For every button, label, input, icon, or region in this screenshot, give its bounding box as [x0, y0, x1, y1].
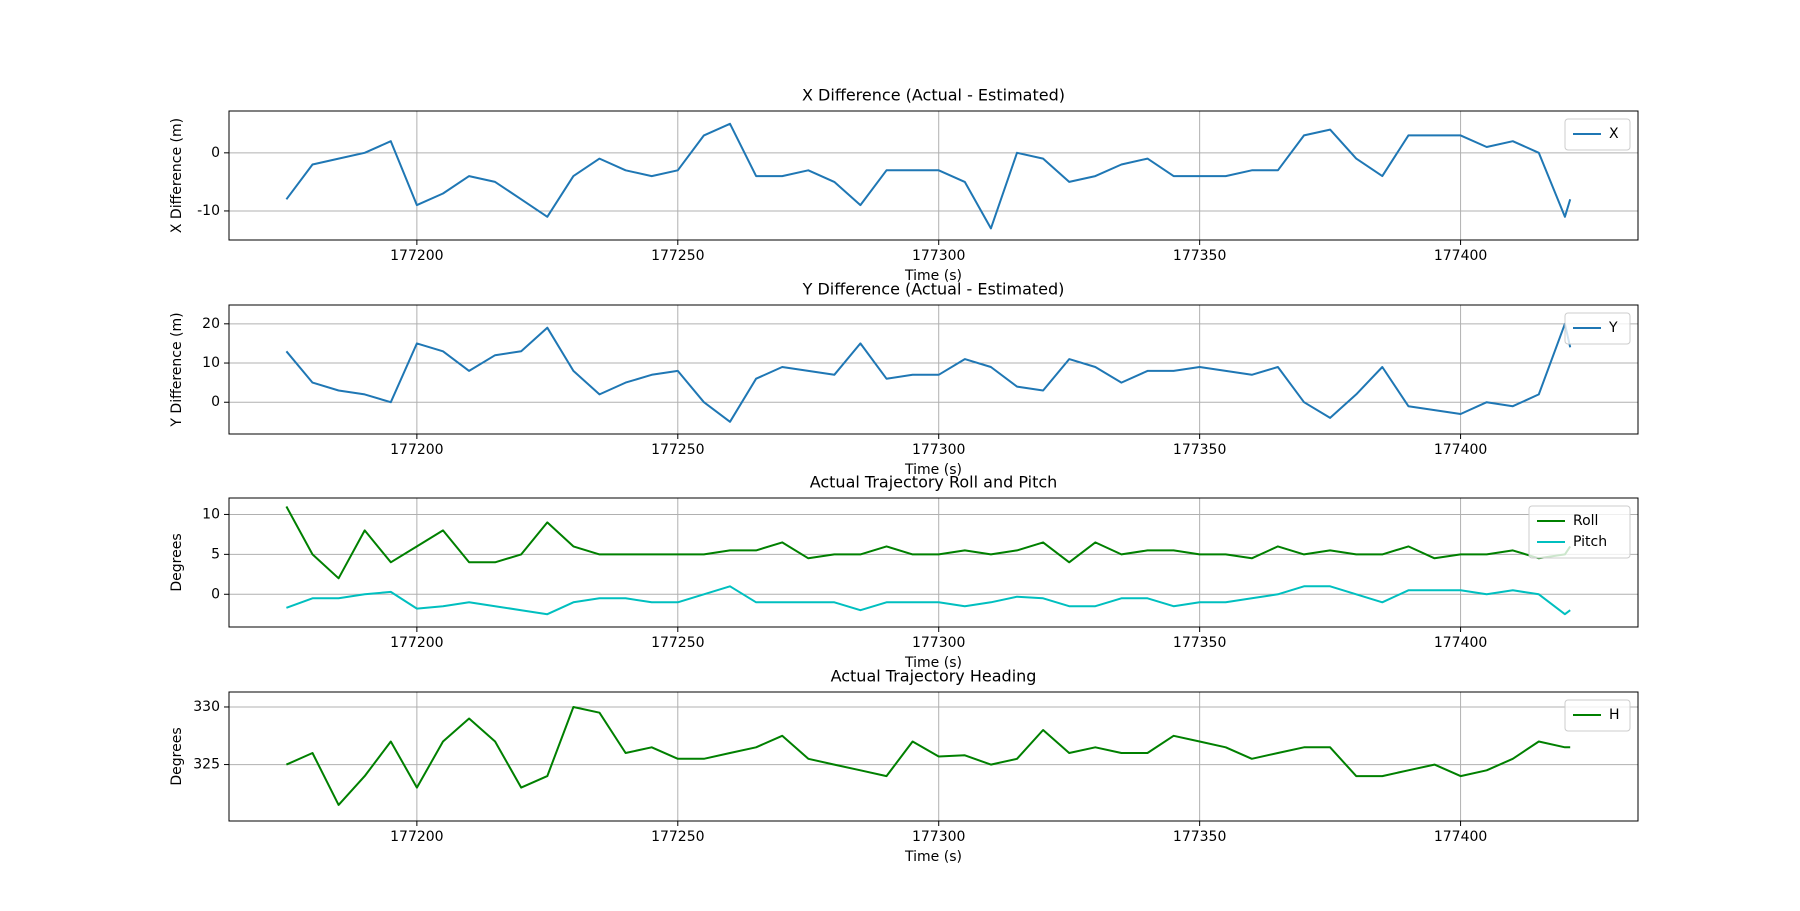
y-tick-label: 0	[211, 145, 220, 161]
x-tick-label: 177200	[390, 635, 443, 651]
x-axis-label: Time (s)	[904, 849, 962, 865]
y-tick-label: 10	[202, 506, 220, 522]
x-tick-label: 177400	[1434, 635, 1487, 651]
x-tick-label: 177300	[912, 635, 965, 651]
chart-title: Actual Trajectory Heading	[831, 667, 1037, 686]
x-tick-label: 177350	[1173, 829, 1226, 845]
x-axis-label: Time (s)	[904, 655, 962, 671]
data-line	[285, 322, 1572, 423]
y-tick-label: 0	[211, 394, 220, 410]
legend-label: Roll	[1573, 513, 1598, 529]
x-tick-label: 177400	[1434, 442, 1487, 458]
legend-label: Y	[1608, 320, 1618, 336]
y-tick-label: 20	[202, 316, 220, 332]
y-tick-label: 325	[193, 757, 220, 773]
x-tick-label: 177250	[651, 635, 704, 651]
plot-frame	[228, 497, 1639, 628]
plot-frame	[228, 110, 1639, 241]
plot-frame	[228, 304, 1639, 435]
y-axis-label: X Difference (m)	[169, 118, 185, 233]
chart-title: Actual Trajectory Roll and Pitch	[810, 473, 1058, 492]
legend-label: Pitch	[1573, 534, 1607, 550]
y-tick-label: -10	[197, 203, 220, 219]
x-tick-label: 177200	[390, 248, 443, 264]
legend-label: X	[1609, 126, 1619, 142]
x-axis-label: Time (s)	[904, 268, 962, 284]
x-tick-label: 177250	[651, 829, 704, 845]
data-line	[286, 585, 1571, 616]
data-line	[285, 706, 1571, 806]
x-axis-label: Time (s)	[904, 462, 962, 478]
x-tick-label: 177300	[912, 829, 965, 845]
x-tick-label: 177400	[1434, 248, 1487, 264]
y-axis-label: Y Difference (m)	[169, 312, 185, 427]
legend-label: H	[1609, 707, 1620, 723]
data-line	[285, 506, 1572, 580]
y-axis-label: Degrees	[169, 727, 185, 785]
x-tick-label: 177350	[1173, 442, 1226, 458]
y-tick-label: 0	[211, 586, 220, 602]
x-tick-label: 177250	[651, 442, 704, 458]
y-axis-label: Degrees	[169, 533, 185, 591]
x-tick-label: 177200	[390, 829, 443, 845]
y-tick-label: 5	[211, 546, 220, 562]
y-tick-label: 330	[193, 699, 220, 715]
data-line	[285, 122, 1572, 230]
y-tick-label: 10	[202, 355, 220, 371]
x-tick-label: 177300	[912, 248, 965, 264]
chart-title: Y Difference (Actual - Estimated)	[802, 280, 1065, 299]
x-tick-label: 177350	[1173, 635, 1226, 651]
x-tick-label: 177300	[912, 442, 965, 458]
x-tick-label: 177250	[651, 248, 704, 264]
plot-frame	[228, 691, 1639, 822]
x-tick-label: 177200	[390, 442, 443, 458]
x-tick-label: 177400	[1434, 829, 1487, 845]
x-tick-label: 177350	[1173, 248, 1226, 264]
legend-box	[1528, 505, 1631, 559]
chart-title: X Difference (Actual - Estimated)	[802, 86, 1065, 105]
